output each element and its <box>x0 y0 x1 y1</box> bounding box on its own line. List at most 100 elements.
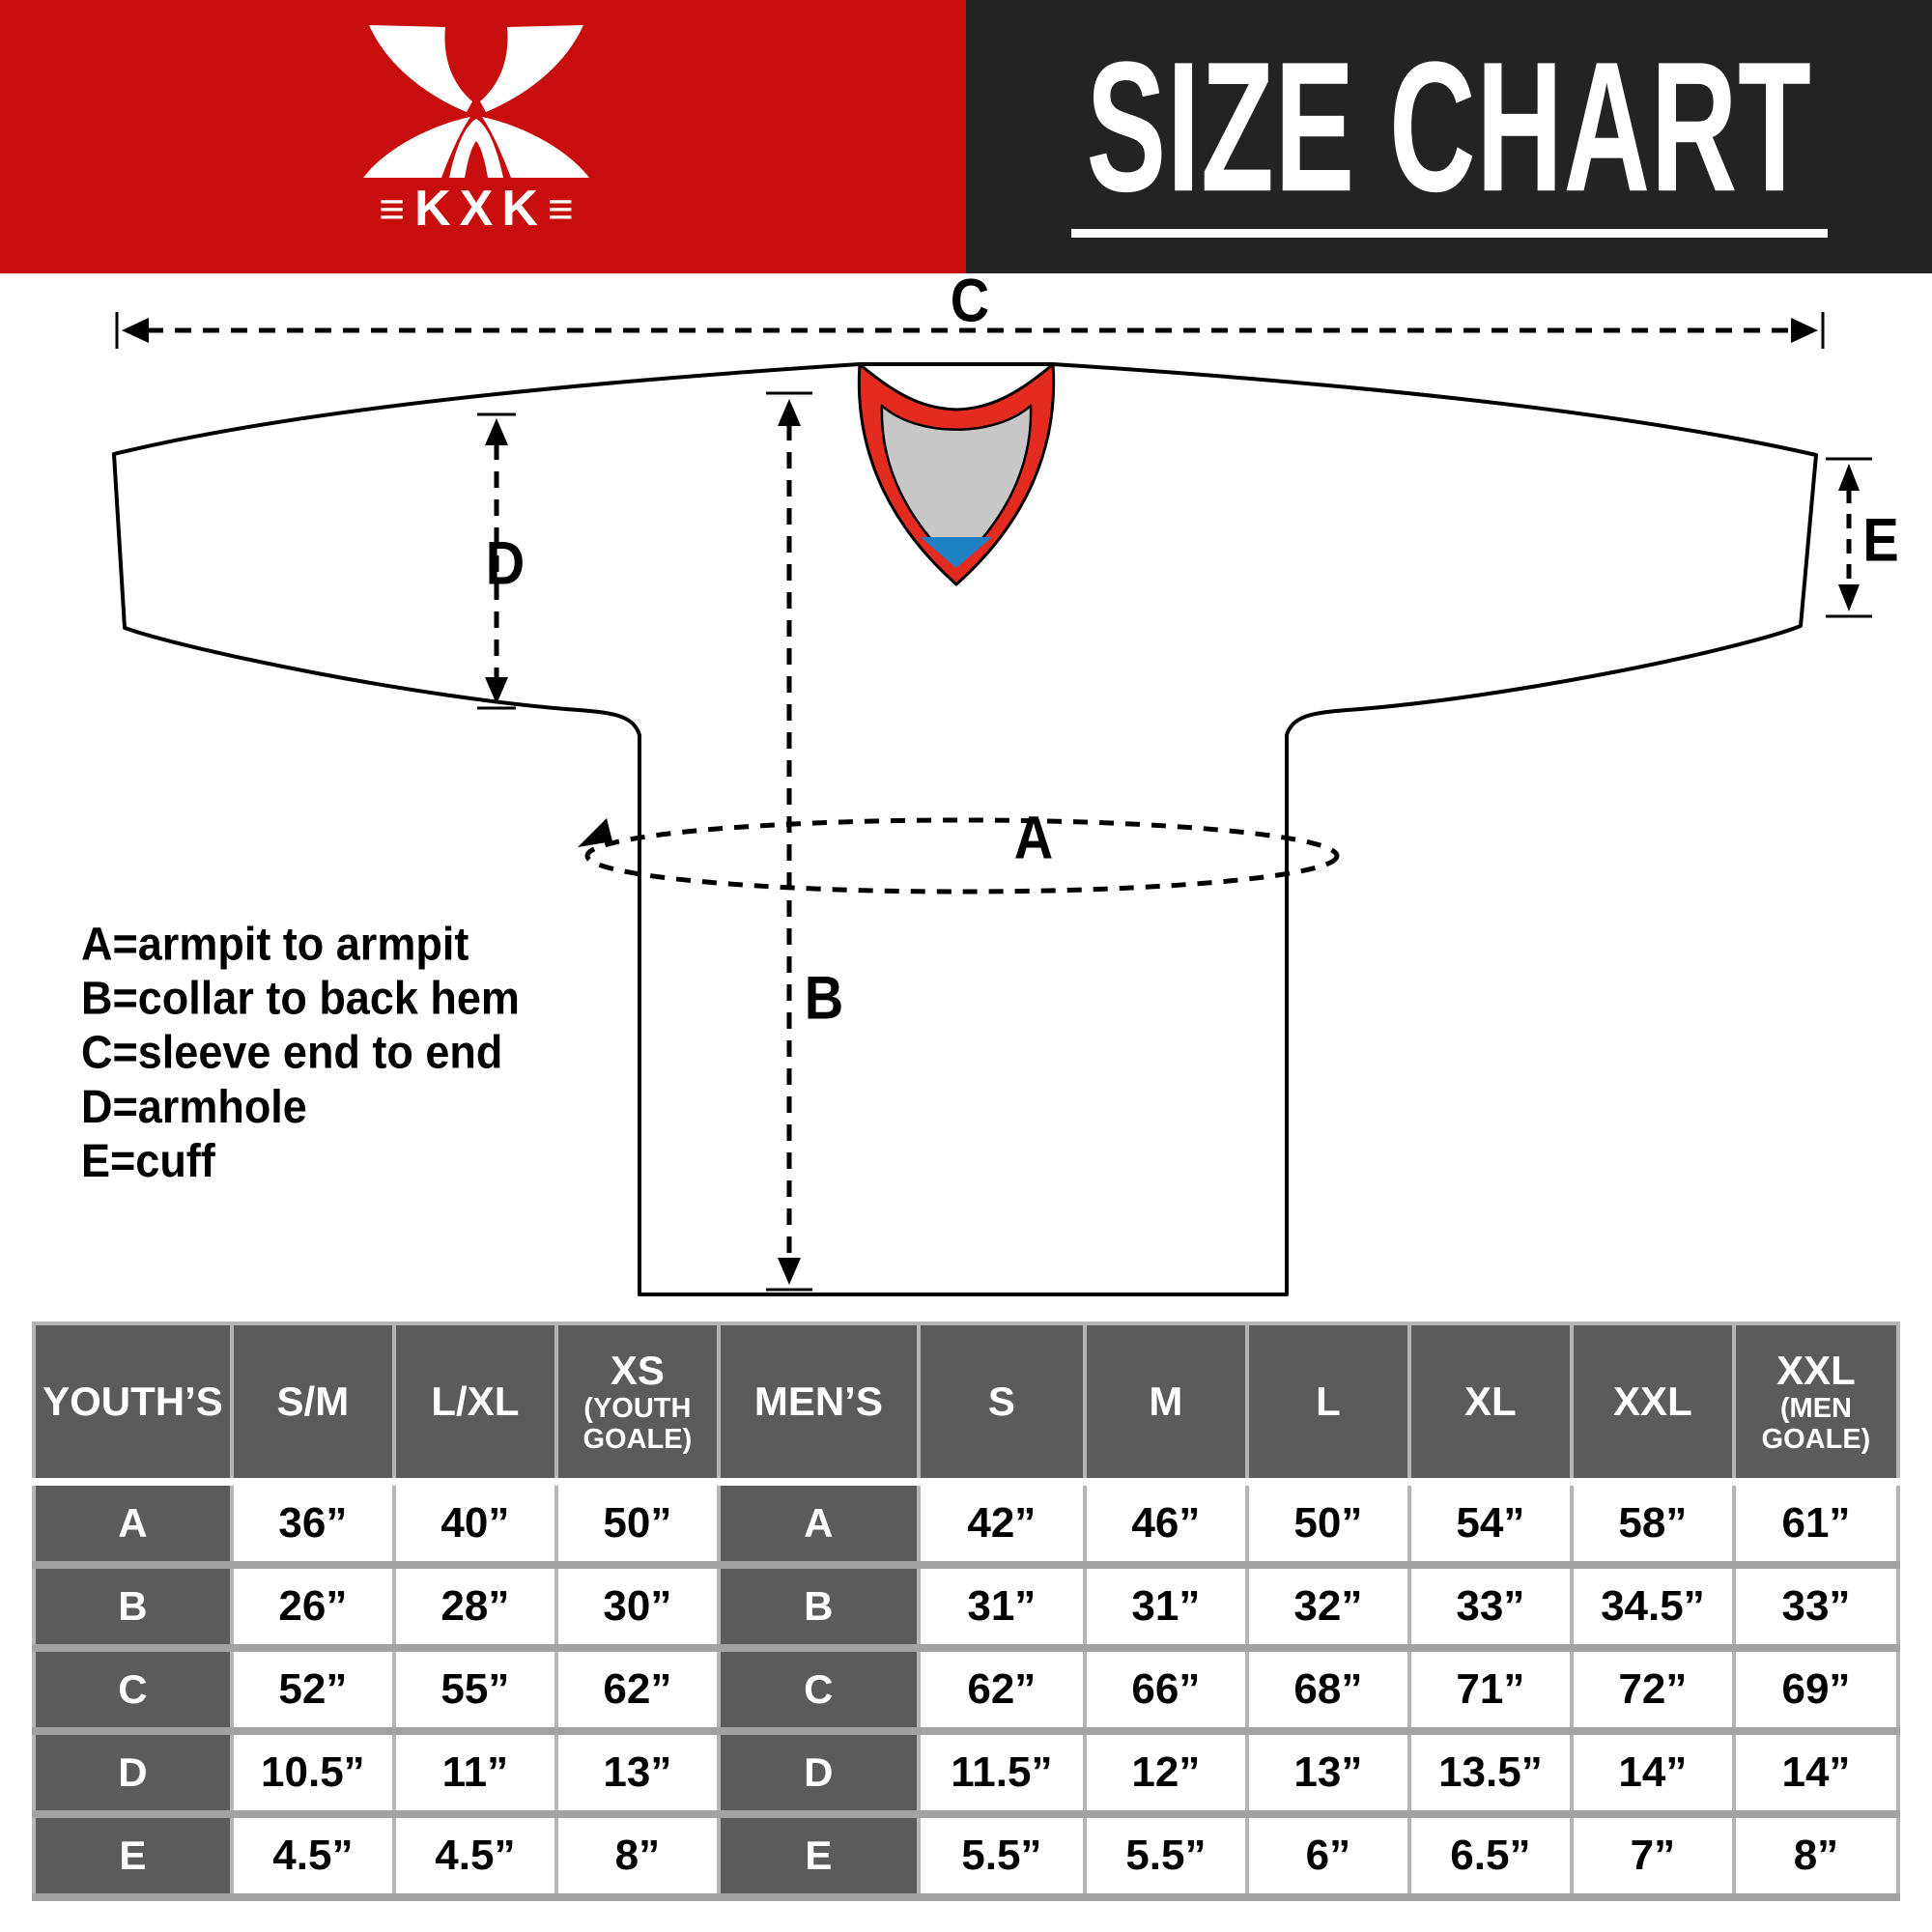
men-row-letter: B <box>716 1561 921 1652</box>
goalie-note: (MEN <box>1779 1393 1852 1424</box>
jersey-outline <box>112 362 1818 1296</box>
table-cell: 8” <box>1731 1810 1901 1901</box>
table-cell: 28” <box>391 1561 558 1652</box>
men-row-letter: C <box>716 1644 921 1735</box>
table-cell: 11” <box>391 1727 558 1818</box>
header: ≡ KXK ≡ SIZE CHART <box>0 0 1932 273</box>
table-cell: 50” <box>554 1478 721 1569</box>
youth-group-header: YOUTH’S <box>32 1321 234 1486</box>
measure-label-b: B <box>804 963 844 1032</box>
table-cell: 6” <box>1244 1810 1411 1901</box>
youth-row-letter: C <box>32 1644 234 1735</box>
men-goalie-col-header: XXL (MEN GOALE) <box>1731 1321 1901 1486</box>
kxk-logo: ≡ KXK ≡ <box>355 23 597 234</box>
table-cell: 33” <box>1731 1561 1901 1652</box>
title-banner: SIZE CHART <box>966 0 1932 273</box>
collar-blue-insert <box>921 537 992 568</box>
goalie-note: (YOUTH <box>583 1393 692 1424</box>
legend-line-c: C=sleeve end to end <box>81 1025 503 1079</box>
table-header-row: YOUTH’S S/M L/XL XS (YOUTH GOALE) MEN’S … <box>32 1321 1901 1486</box>
table-cell: 26” <box>229 1561 396 1652</box>
table-cell: 4.5” <box>391 1810 558 1901</box>
table-cell: 11.5” <box>916 1727 1087 1818</box>
table-cell: 66” <box>1082 1644 1249 1735</box>
table-cell: 52” <box>229 1644 396 1735</box>
table-cell: 14” <box>1731 1727 1901 1818</box>
table-cell: 5.5” <box>1082 1810 1249 1901</box>
table-cell: 14” <box>1569 1727 1736 1818</box>
table-row: D 10.5” 11” 13” D 11.5” 12” 13” 13.5” 14… <box>32 1727 1901 1818</box>
table-cell: 30” <box>554 1561 721 1652</box>
size-table: YOUTH’S S/M L/XL XS (YOUTH GOALE) MEN’S … <box>32 1321 1901 1901</box>
men-col-header: S <box>916 1321 1087 1486</box>
title-underline <box>1070 229 1828 238</box>
logo-wordmark: KXK <box>414 181 547 237</box>
measure-label-c: C <box>950 266 990 334</box>
legend-line-e: E=cuff <box>81 1133 215 1187</box>
table-cell: 31” <box>1082 1561 1249 1652</box>
youth-col-header: L/XL <box>391 1321 558 1486</box>
youth-row-letter: A <box>32 1478 234 1569</box>
collar-gray-inner <box>880 404 1033 568</box>
table-cell: 62” <box>916 1644 1087 1735</box>
table-cell: 13” <box>1244 1727 1411 1818</box>
men-col-header: XL <box>1406 1321 1574 1486</box>
table-row: C 52” 55” 62” C 62” 66” 68” 71” 72” 69” <box>32 1644 1901 1735</box>
measurement-legend: A=armpit to armpit B=collar to back hem … <box>81 917 520 1188</box>
goalie-size: XXL <box>1776 1348 1856 1393</box>
kxk-logo-x-icon <box>363 25 589 178</box>
table-row: E 4.5” 4.5” 8” E 5.5” 5.5” 6” 6.5” 7” 8” <box>32 1810 1901 1901</box>
table-row: A 36” 40” 50” A 42” 46” 50” 54” 58” 61” <box>32 1478 1901 1569</box>
table-cell: 32” <box>1244 1561 1411 1652</box>
measure-ellipse-a <box>578 817 1340 895</box>
jersey-measurement-diagram: C D B A E A=armpit to armpit B=collar to… <box>0 266 1932 1333</box>
table-cell: 7” <box>1569 1810 1736 1901</box>
table-cell: 8” <box>554 1810 721 1901</box>
table-cell: 62” <box>554 1644 721 1735</box>
goalie-note: GOALE) <box>1761 1424 1871 1455</box>
table-cell: 71” <box>1406 1644 1574 1735</box>
logo-bars-right-icon: ≡ <box>547 184 574 234</box>
men-col-header: M <box>1082 1321 1249 1486</box>
measure-arrow-b <box>766 391 812 1292</box>
table-cell: 61” <box>1731 1478 1901 1569</box>
measure-label-d: D <box>485 528 526 597</box>
table-cell: 68” <box>1244 1644 1411 1735</box>
men-col-header: XXL <box>1569 1321 1736 1486</box>
table-cell: 13.5” <box>1406 1727 1574 1818</box>
table-cell: 55” <box>391 1644 558 1735</box>
table-cell: 40” <box>391 1478 558 1569</box>
men-row-letter: A <box>716 1478 921 1569</box>
table-cell: 72” <box>1569 1644 1736 1735</box>
table-cell: 4.5” <box>229 1810 396 1901</box>
measure-label-e: E <box>1862 505 1899 574</box>
youth-row-letter: D <box>32 1727 234 1818</box>
table-cell: 6.5” <box>1406 1810 1574 1901</box>
table-cell: 50” <box>1244 1478 1411 1569</box>
table-row: B 26” 28” 30” B 31” 31” 32” 33” 34.5” 33… <box>32 1561 1901 1652</box>
men-row-letter: E <box>716 1810 921 1901</box>
table-cell: 13” <box>554 1727 721 1818</box>
page-title: SIZE CHART <box>1086 22 1812 231</box>
table-cell: 31” <box>916 1561 1087 1652</box>
legend-line-b: B=collar to back hem <box>81 971 520 1025</box>
youth-row-letter: E <box>32 1810 234 1901</box>
table-cell: 12” <box>1082 1727 1249 1818</box>
youth-col-header: S/M <box>229 1321 396 1486</box>
men-col-header: L <box>1244 1321 1411 1486</box>
goalie-size: XS <box>610 1348 665 1393</box>
logo-bars-left-icon: ≡ <box>379 184 406 234</box>
table-cell: 69” <box>1731 1644 1901 1735</box>
table-cell: 10.5” <box>229 1727 396 1818</box>
table-cell: 5.5” <box>916 1810 1087 1901</box>
youth-row-letter: B <box>32 1561 234 1652</box>
legend-line-a: A=armpit to armpit <box>81 917 469 971</box>
table-cell: 33” <box>1406 1561 1574 1652</box>
logo-text: ≡ KXK ≡ <box>355 184 597 234</box>
table-cell: 58” <box>1569 1478 1736 1569</box>
goalie-note: GOALE) <box>582 1424 693 1455</box>
table-cell: 34.5” <box>1569 1561 1736 1652</box>
measure-label-a: A <box>1013 803 1054 871</box>
measure-arrow-c <box>115 312 1825 349</box>
